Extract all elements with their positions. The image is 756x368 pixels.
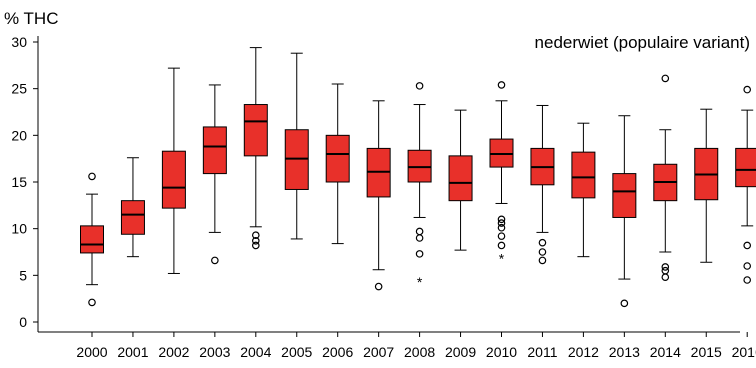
- outlier-point: [497, 81, 506, 89]
- y-tick-label: 25: [11, 81, 27, 97]
- outlier-point: [252, 231, 260, 240]
- x-tick-label: 2004: [240, 344, 271, 360]
- outlier-point: [415, 82, 424, 90]
- x-tick-label: 2006: [322, 344, 353, 360]
- outlier-point: [211, 256, 219, 265]
- y-tick-label: 5: [19, 267, 27, 283]
- y-tick-label: 20: [11, 127, 27, 143]
- box-rect: [202, 126, 227, 175]
- outlier-point: [661, 273, 670, 282]
- x-tick-label: 2013: [609, 344, 640, 360]
- outlier-point: [497, 232, 506, 240]
- x-tick-label: 2008: [404, 344, 435, 360]
- extreme-point: *: [499, 251, 505, 267]
- outlier-point: [415, 250, 424, 258]
- x-axis-ticks: 2000 2001 2002 2003 2004 2005 2006 2007 2008 2009…: [76, 332, 756, 360]
- box-2005: [284, 52, 309, 240]
- outlier-point: [252, 237, 260, 245]
- box-rect: [325, 134, 350, 183]
- x-tick-label: 2010: [486, 344, 517, 360]
- box-2008: *: [407, 82, 432, 290]
- box-rect: [571, 151, 596, 199]
- box-2006: [325, 83, 350, 245]
- x-tick-label: 2014: [650, 344, 681, 360]
- outlier-point: [538, 256, 547, 265]
- box-rect: [243, 104, 268, 157]
- outlier-point: [743, 262, 752, 270]
- y-axis-ticks: 0 5 10 15 20 25 30: [11, 34, 38, 330]
- box-2015: [694, 108, 719, 263]
- y-tick-label: 0: [19, 314, 27, 330]
- x-tick-label: 2002: [158, 344, 189, 360]
- box-2000: [80, 172, 104, 307]
- box-2001: [120, 157, 145, 258]
- box-2014: [653, 74, 678, 282]
- y-tick-label: 10: [11, 221, 27, 237]
- box-2009: [448, 109, 473, 251]
- outlier-point: [374, 282, 383, 291]
- extreme-point: *: [417, 274, 423, 290]
- box-rect: [80, 225, 104, 254]
- box-rect: [612, 173, 637, 218]
- boxes-group: **: [80, 47, 756, 308]
- outlier-point: [88, 298, 96, 307]
- x-tick-label: 2005: [281, 344, 312, 360]
- box-2011: [530, 104, 555, 265]
- x-tick-label: 2012: [568, 344, 599, 360]
- box-rect: [448, 155, 473, 202]
- outlier-point: [415, 234, 424, 242]
- box-2004: [243, 47, 268, 250]
- x-tick-label: 2016: [732, 344, 756, 360]
- outlier-point: [538, 238, 547, 247]
- box-2012: [571, 122, 596, 258]
- x-tick-label: 2015: [691, 344, 722, 360]
- outlier-point: [661, 263, 670, 271]
- outlier-point: [497, 241, 506, 250]
- outlier-point: [538, 248, 547, 256]
- x-tick-label: 2001: [117, 344, 148, 360]
- outlier-point: [661, 266, 670, 275]
- outlier-point: [743, 85, 752, 94]
- x-tick-label: 2009: [445, 344, 476, 360]
- x-tick-label: 2003: [199, 344, 230, 360]
- chart-annotation: nederwiet (populaire variant): [535, 33, 750, 52]
- box-rect: [161, 150, 186, 209]
- outlier-point: [743, 241, 752, 250]
- outlier-point: [620, 299, 629, 308]
- x-tick-label: 2011: [527, 344, 557, 360]
- x-tick-label: 2000: [76, 344, 107, 360]
- outlier-point: [497, 223, 506, 232]
- y-axis-label: % THC: [4, 9, 58, 28]
- outlier-point: [743, 276, 752, 284]
- box-2016: [735, 85, 756, 284]
- outlier-point: [88, 172, 96, 181]
- box-2002: [161, 67, 186, 274]
- outlier-point: [252, 241, 260, 250]
- outlier-point: [415, 227, 424, 236]
- y-tick-label: 30: [11, 34, 27, 50]
- box-2003: [202, 84, 227, 265]
- box-2010: *: [489, 81, 514, 267]
- outlier-point: [497, 219, 506, 227]
- y-tick-label: 15: [11, 174, 27, 190]
- x-tick-label: 2007: [363, 344, 394, 360]
- box-2007: [366, 100, 391, 291]
- box-rect: [120, 200, 145, 235]
- box-2013: [612, 115, 637, 308]
- outlier-point: [661, 74, 670, 83]
- outlier-point: [497, 215, 506, 224]
- box-rect: [735, 147, 756, 188]
